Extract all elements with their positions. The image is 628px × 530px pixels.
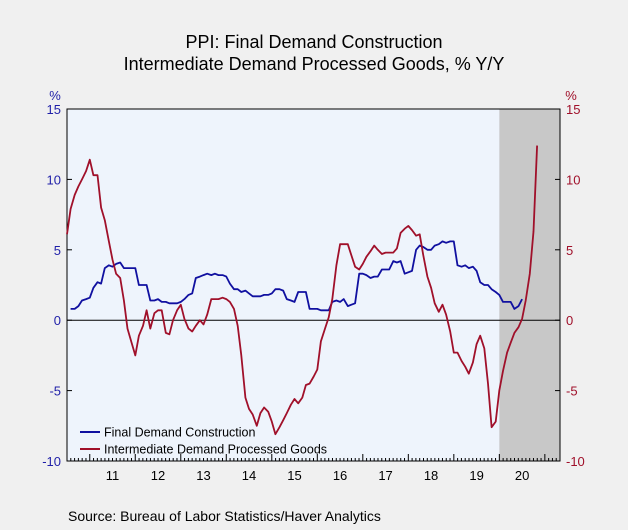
plot-area [67,109,560,461]
recession-shade [499,109,560,461]
left-y-tick-label: 5 [54,243,61,258]
chart-title: PPI: Final Demand Construction [185,32,443,52]
left-y-tick-label: -10 [42,454,61,469]
series-line-final-demand-construction [70,240,523,312]
x-tick-label: 14 [242,468,256,483]
x-tick-label: 17 [378,468,392,483]
x-tick-label: 12 [151,468,165,483]
x-tick-label: 15 [287,468,301,483]
right-y-tick-label: 15 [566,102,580,117]
left-y-tick-label: 15 [47,102,61,117]
legend-label: Intermediate Demand Processed Goods [104,443,327,457]
left-y-tick-label: -5 [49,384,61,399]
left-axis-unit: % [49,88,61,103]
right-axis-unit: % [565,88,577,103]
left-y-tick-label: 10 [47,172,61,187]
x-tick-label: 11 [106,468,120,483]
right-y-tick-label: 5 [566,243,573,258]
source-note: Source: Bureau of Labor Statistics/Haver… [68,508,381,524]
x-tick-label: 16 [333,468,347,483]
x-tick-label: 19 [469,468,483,483]
left-y-tick-label: 0 [54,313,61,328]
right-y-tick-label: 0 [566,313,573,328]
right-y-tick-label: -10 [566,454,585,469]
x-tick-label: 20 [515,468,529,483]
x-tick-label: 13 [196,468,210,483]
chart-subtitle: Intermediate Demand Processed Goods, % Y… [123,54,505,74]
series-line-intermediate-demand-processed-goods [66,145,538,436]
right-y-tick-label: -5 [566,384,578,399]
right-y-tick-label: 10 [566,172,580,187]
x-tick-label: 18 [424,468,438,483]
legend-label: Final Demand Construction [104,426,256,440]
